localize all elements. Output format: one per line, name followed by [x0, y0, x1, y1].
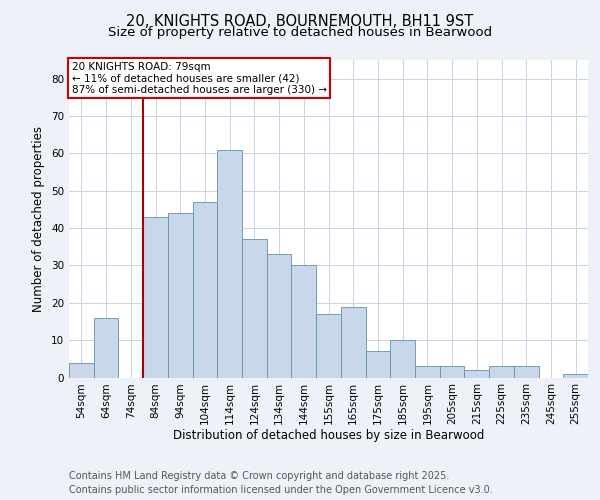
Bar — [390, 340, 415, 378]
Text: Contains public sector information licensed under the Open Government Licence v3: Contains public sector information licen… — [69, 485, 493, 495]
Bar — [440, 366, 464, 378]
Bar — [563, 374, 588, 378]
Bar — [168, 213, 193, 378]
Bar — [193, 202, 217, 378]
Bar — [316, 314, 341, 378]
Bar — [365, 352, 390, 378]
Text: Contains HM Land Registry data © Crown copyright and database right 2025.: Contains HM Land Registry data © Crown c… — [69, 471, 449, 481]
X-axis label: Distribution of detached houses by size in Bearwood: Distribution of detached houses by size … — [173, 428, 484, 442]
Bar — [514, 366, 539, 378]
Bar — [69, 362, 94, 378]
Bar — [94, 318, 118, 378]
Text: Size of property relative to detached houses in Bearwood: Size of property relative to detached ho… — [108, 26, 492, 39]
Bar — [217, 150, 242, 378]
Bar — [267, 254, 292, 378]
Text: 20, KNIGHTS ROAD, BOURNEMOUTH, BH11 9ST: 20, KNIGHTS ROAD, BOURNEMOUTH, BH11 9ST — [127, 14, 473, 29]
Bar — [143, 217, 168, 378]
Bar — [415, 366, 440, 378]
Y-axis label: Number of detached properties: Number of detached properties — [32, 126, 46, 312]
Bar — [489, 366, 514, 378]
Bar — [464, 370, 489, 378]
Bar — [341, 306, 365, 378]
Text: 20 KNIGHTS ROAD: 79sqm
← 11% of detached houses are smaller (42)
87% of semi-det: 20 KNIGHTS ROAD: 79sqm ← 11% of detached… — [71, 62, 326, 95]
Bar — [242, 240, 267, 378]
Bar — [292, 266, 316, 378]
